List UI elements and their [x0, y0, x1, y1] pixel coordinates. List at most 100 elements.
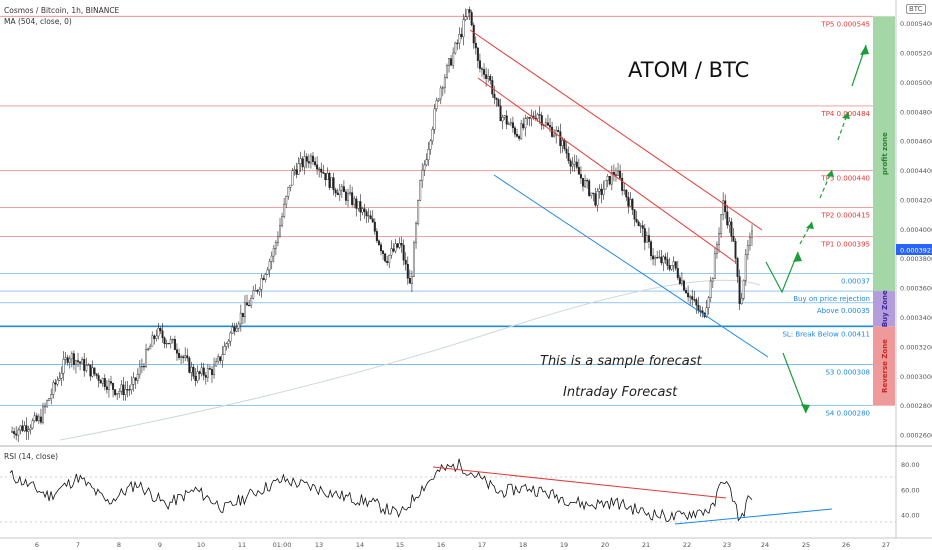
candle [619, 164, 622, 181]
candle [314, 157, 317, 167]
candle-body [454, 42, 457, 54]
time-tick-0: 6 [35, 541, 39, 549]
candle [221, 345, 224, 368]
candle [594, 187, 597, 208]
candle [555, 125, 558, 144]
candle [153, 334, 156, 345]
candle-body [227, 340, 230, 344]
time-tick-8: 14 [356, 541, 364, 549]
candle [672, 256, 675, 272]
candle [384, 253, 387, 263]
candle [264, 272, 267, 283]
candle-body [720, 214, 723, 234]
candle-body [480, 68, 483, 70]
candle [666, 252, 669, 270]
candle [709, 276, 712, 303]
candle [107, 378, 110, 398]
candle [371, 210, 374, 224]
level-label-3: TP2 0.000415 [820, 211, 870, 219]
sample-forecast-note: This is a sample forecast [540, 354, 702, 369]
candle [169, 335, 172, 349]
candle [229, 331, 232, 347]
candle-body [157, 328, 160, 337]
candle [629, 192, 632, 208]
candle [361, 206, 364, 216]
rsi-indicator-label[interactable]: RSI (14, close) [4, 452, 59, 461]
candle [433, 103, 436, 134]
candle-body [744, 254, 747, 281]
candle-body [483, 69, 486, 75]
candle-body [575, 161, 578, 168]
candle-body [746, 245, 749, 255]
candle-body [248, 304, 251, 307]
candle-body [559, 131, 562, 147]
candle-body [192, 366, 195, 377]
candle-body [151, 335, 154, 347]
candle-body [326, 173, 329, 181]
candle-body [522, 123, 525, 129]
candle-body [672, 261, 675, 266]
candle [307, 154, 310, 169]
candle [23, 421, 26, 433]
candle [285, 195, 288, 209]
candle [738, 269, 741, 311]
candle [369, 210, 372, 220]
candle-body [639, 225, 642, 227]
time-tick-17: 23 [723, 541, 731, 549]
level-label-7: Above 0.00035 [817, 307, 870, 315]
candle [145, 343, 148, 369]
candle [173, 335, 176, 351]
candle-body [171, 339, 174, 341]
candle-body [567, 152, 570, 162]
candle-body [408, 278, 411, 284]
candle [456, 39, 459, 51]
candle-body [627, 196, 630, 207]
candle [342, 180, 345, 193]
candle-body [373, 221, 376, 232]
candle-body [594, 193, 597, 206]
candle-body [650, 241, 653, 257]
candle-body [419, 180, 422, 201]
candle [522, 117, 525, 131]
candle [643, 224, 646, 251]
candle-body [114, 389, 117, 395]
time-tick-18: 24 [761, 541, 769, 549]
candle [398, 237, 401, 250]
candle [213, 357, 216, 379]
candle-body [592, 192, 595, 194]
candle-body [557, 130, 560, 132]
candle [623, 182, 626, 195]
currency-badge[interactable]: BTC [906, 4, 926, 14]
candle [559, 123, 562, 154]
candle [301, 156, 304, 171]
candle [79, 360, 82, 371]
candle-body [722, 200, 725, 216]
candle [388, 254, 391, 269]
candle-body [396, 243, 399, 248]
candle [567, 146, 570, 164]
candle [324, 173, 327, 187]
candle [260, 273, 263, 298]
candle [435, 97, 438, 112]
price-tick-8: 0.0003800 [900, 255, 932, 263]
intraday-forecast-note: Intraday Forecast [563, 385, 678, 400]
candle-body [429, 140, 432, 150]
candle-body [198, 371, 201, 374]
candle [266, 267, 269, 276]
candle-body [307, 161, 310, 164]
candle [728, 217, 731, 233]
candle-body [165, 342, 168, 345]
candle [668, 257, 671, 272]
candle [95, 373, 98, 379]
candle-body [544, 122, 547, 126]
candle-body [48, 398, 51, 401]
candle-body [516, 134, 519, 137]
candle [355, 196, 358, 217]
candle [730, 217, 733, 242]
candle-body [29, 427, 32, 430]
candle-body [122, 384, 125, 396]
time-tick-21: 27 [882, 541, 890, 549]
candle-body [17, 429, 20, 436]
candle [320, 162, 323, 178]
